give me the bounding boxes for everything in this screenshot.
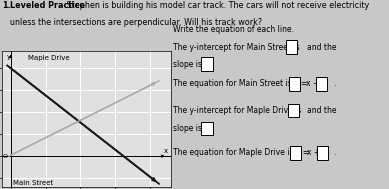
Text: Main Street: Main Street [13, 180, 53, 186]
Text: The equation for Maple Drive is y =: The equation for Maple Drive is y = [173, 148, 309, 157]
Text: x −: x − [306, 79, 319, 88]
Text: slope is: slope is [173, 60, 202, 69]
Text: Stephen is building his model car track. The cars will not receive electricity: Stephen is building his model car track.… [64, 1, 370, 10]
Text: The y-intercept for Main Street is: The y-intercept for Main Street is [173, 43, 300, 52]
Text: unless the intersections are perpendicular. Will his track work?: unless the intersections are perpendicul… [10, 18, 262, 27]
Text: The y-intercept for Maple Drive is: The y-intercept for Maple Drive is [173, 106, 301, 115]
Text: Write the equation of each line.: Write the equation of each line. [173, 25, 294, 34]
Text: and the: and the [307, 106, 337, 115]
Text: .: . [333, 148, 336, 157]
Text: .: . [333, 79, 336, 88]
Text: and the: and the [307, 43, 337, 52]
Text: x: x [164, 148, 168, 154]
Text: The equation for Main Street is y =: The equation for Main Street is y = [173, 79, 307, 88]
Text: slope is: slope is [173, 124, 202, 133]
Text: Leveled Practice: Leveled Practice [10, 1, 85, 10]
Text: O: O [3, 154, 8, 159]
Text: x +: x + [307, 148, 320, 157]
Text: y: y [7, 54, 11, 60]
Text: 1.: 1. [2, 1, 11, 10]
Text: Maple Drive: Maple Drive [28, 55, 70, 61]
